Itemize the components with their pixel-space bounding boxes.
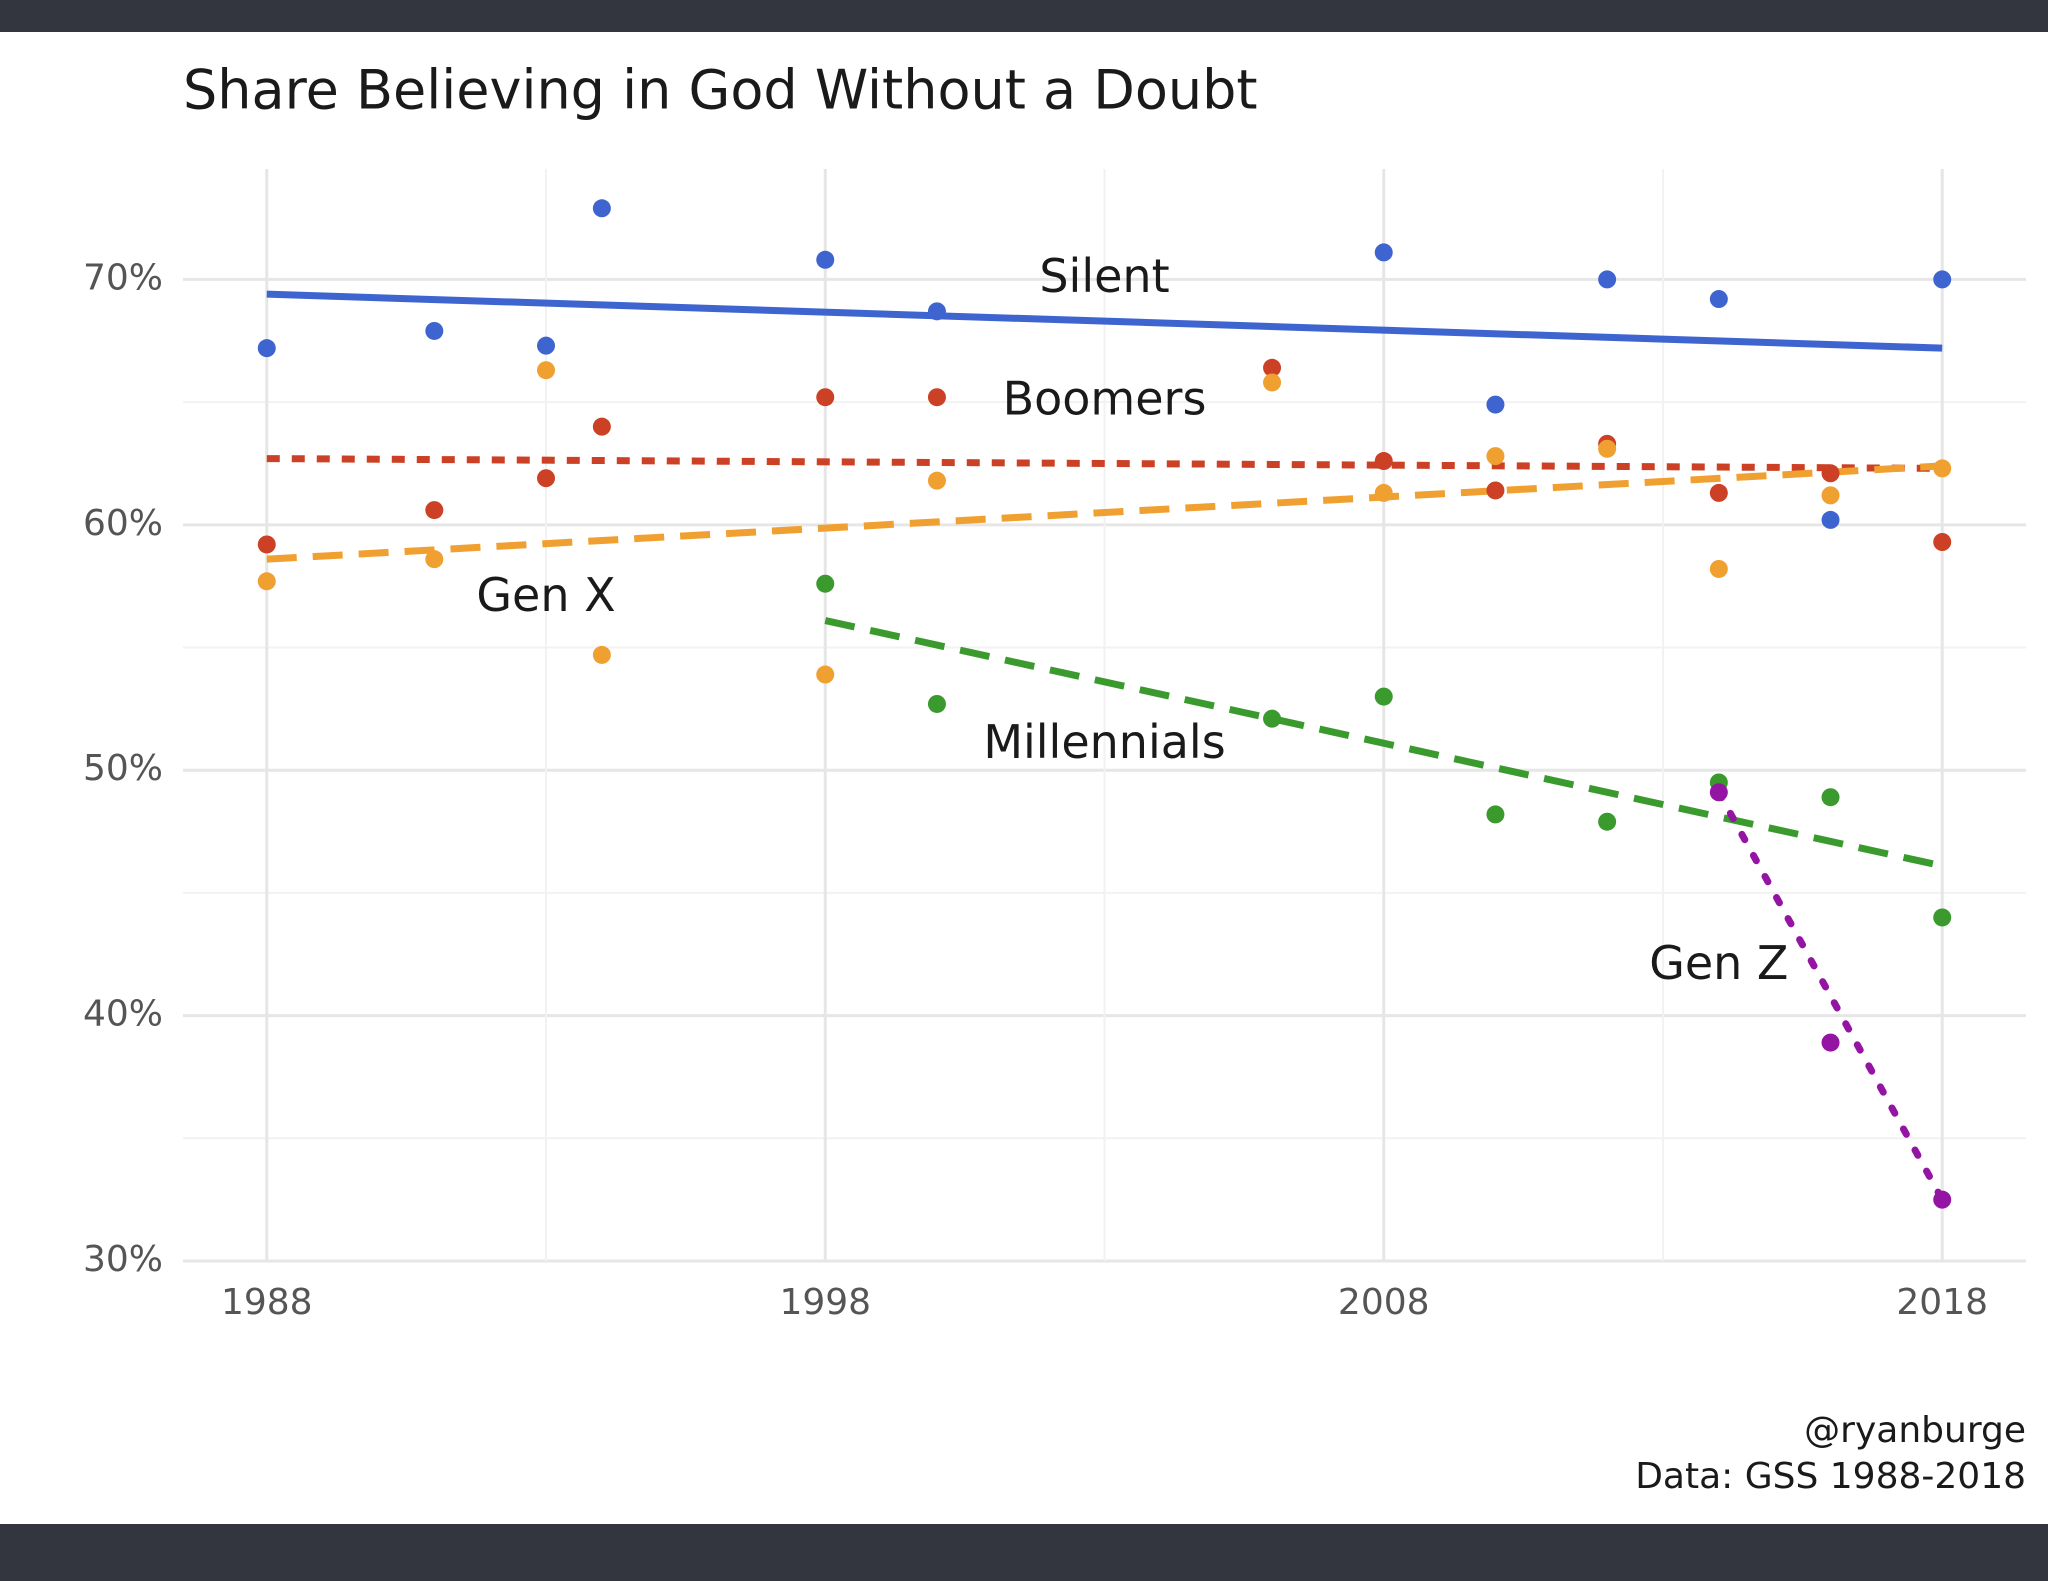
point-gen-x xyxy=(1598,439,1617,458)
x-tick-label: 1998 xyxy=(779,1282,871,1323)
point-boomers xyxy=(257,535,276,554)
point-gen-x xyxy=(1933,459,1952,478)
point-boomers xyxy=(1486,481,1505,500)
point-gen-z xyxy=(1709,783,1728,802)
point-gen-x xyxy=(927,471,946,490)
point-silent xyxy=(537,336,556,355)
series-label-silent: Silent xyxy=(1039,249,1169,303)
point-boomers xyxy=(816,388,835,407)
y-tick-label: 70% xyxy=(83,257,163,298)
point-gen-x xyxy=(592,645,611,664)
x-axis: 1988 1998 2008 2018 xyxy=(221,1282,1988,1323)
point-silent xyxy=(1486,395,1505,414)
point-silent xyxy=(1821,510,1840,529)
point-millennials xyxy=(1263,709,1282,728)
point-gen-x xyxy=(1821,486,1840,505)
trend-line-millennials xyxy=(824,617,1943,870)
point-millennials xyxy=(927,694,946,713)
point-gen-x xyxy=(1263,373,1282,392)
point-silent xyxy=(927,302,946,321)
point-millennials xyxy=(1933,908,1952,927)
y-tick-label: 60% xyxy=(83,503,163,544)
point-gen-x xyxy=(1709,559,1728,578)
x-tick-label: 1988 xyxy=(221,1282,313,1323)
point-boomers xyxy=(1709,483,1728,502)
series-label-millennials: Millennials xyxy=(983,715,1225,769)
point-gen-x xyxy=(537,361,556,380)
point-gen-x xyxy=(257,572,276,591)
point-silent xyxy=(425,321,444,340)
trend-lines xyxy=(266,290,1946,1204)
point-silent xyxy=(1709,290,1728,309)
point-millennials xyxy=(1821,788,1840,807)
point-boomers xyxy=(425,501,444,520)
grid xyxy=(183,169,2026,1263)
caption-handle: @ryanburge xyxy=(1804,1410,2026,1451)
series-label-gen-x: Gen X xyxy=(476,568,615,622)
y-axis: 30% 40% 50% 60% 70% xyxy=(83,257,163,1280)
point-boomers xyxy=(592,417,611,436)
data-points xyxy=(257,199,1952,1209)
point-boomers xyxy=(1821,464,1840,483)
point-millennials xyxy=(816,574,835,593)
point-boomers xyxy=(537,469,556,488)
y-tick-label: 40% xyxy=(83,994,163,1035)
point-silent xyxy=(592,199,611,218)
point-boomers xyxy=(927,388,946,407)
point-millennials xyxy=(1598,812,1617,831)
x-tick-label: 2018 xyxy=(1896,1282,1988,1323)
point-gen-x xyxy=(1374,483,1393,502)
point-boomers xyxy=(1933,532,1952,551)
chart: Share Believing in God Without a Doubt 3… xyxy=(83,59,2026,1497)
point-silent xyxy=(1933,270,1952,289)
point-gen-x xyxy=(816,665,835,684)
x-tick-label: 2008 xyxy=(1338,1282,1430,1323)
trend-line-gen-z xyxy=(1715,788,1946,1204)
caption-source: Data: GSS 1988-2018 xyxy=(1635,1456,2026,1497)
point-gen-x xyxy=(1486,447,1505,466)
trend-line-boomers xyxy=(266,455,1943,472)
trend-line-silent xyxy=(266,290,1943,352)
point-gen-z xyxy=(1933,1190,1952,1209)
point-millennials xyxy=(1486,805,1505,824)
series-label-gen-z: Gen Z xyxy=(1649,936,1788,990)
series-label-boomers: Boomers xyxy=(1003,372,1207,426)
chart-frame: Share Believing in God Without a Doubt 3… xyxy=(0,32,2048,1524)
point-boomers xyxy=(1374,452,1393,471)
point-gen-z xyxy=(1821,1033,1840,1052)
chart-title: Share Believing in God Without a Doubt xyxy=(183,59,1258,122)
y-tick-label: 50% xyxy=(83,748,163,789)
trend-line-gen-x xyxy=(266,462,1943,563)
point-silent xyxy=(1598,270,1617,289)
point-gen-x xyxy=(425,550,444,569)
point-silent xyxy=(1374,243,1393,262)
y-tick-label: 30% xyxy=(83,1239,163,1280)
point-silent xyxy=(257,339,276,358)
point-silent xyxy=(816,250,835,269)
point-millennials xyxy=(1374,687,1393,706)
point-boomers xyxy=(1263,358,1282,377)
series-labels: Silent Boomers Gen X Millennials Gen Z xyxy=(476,249,1788,990)
